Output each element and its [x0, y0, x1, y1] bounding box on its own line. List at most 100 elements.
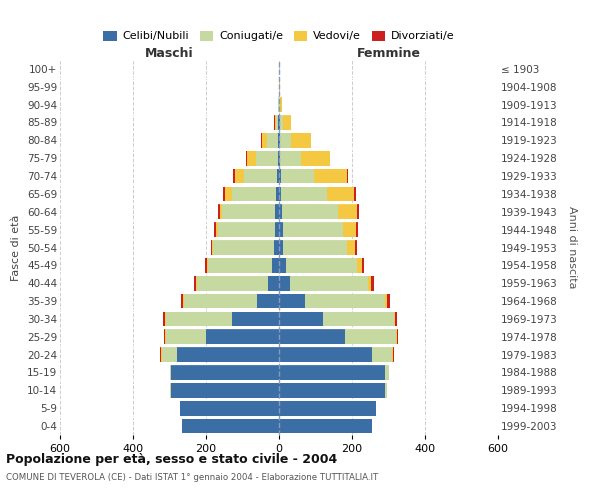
Text: Maschi: Maschi: [145, 47, 194, 60]
Bar: [314, 168, 347, 184]
Bar: [279, 222, 283, 237]
Bar: [268, 276, 279, 290]
Bar: [281, 186, 327, 201]
Bar: [163, 312, 165, 326]
Bar: [216, 222, 218, 237]
Bar: [280, 133, 291, 148]
Y-axis label: Fasce di età: Fasce di età: [11, 214, 22, 280]
Bar: [160, 348, 161, 362]
Bar: [371, 276, 374, 290]
Bar: [338, 204, 357, 219]
Bar: [181, 401, 279, 415]
Bar: [281, 168, 314, 184]
Bar: [283, 115, 290, 130]
Bar: [165, 312, 166, 326]
Bar: [347, 168, 348, 184]
Bar: [182, 419, 279, 434]
Bar: [177, 348, 279, 362]
Bar: [246, 151, 247, 166]
Bar: [257, 294, 279, 308]
Bar: [279, 258, 286, 272]
Bar: [279, 348, 372, 362]
Bar: [184, 294, 257, 308]
Bar: [206, 330, 279, 344]
Bar: [279, 383, 385, 398]
Bar: [283, 222, 343, 237]
Bar: [170, 383, 172, 398]
Bar: [165, 330, 166, 344]
Bar: [354, 186, 356, 201]
Bar: [233, 168, 235, 184]
Bar: [232, 186, 276, 201]
Bar: [386, 294, 389, 308]
Bar: [357, 204, 359, 219]
Bar: [162, 348, 177, 362]
Bar: [279, 312, 323, 326]
Bar: [172, 365, 279, 380]
Bar: [343, 222, 356, 237]
Bar: [218, 222, 275, 237]
Bar: [208, 258, 272, 272]
Bar: [275, 222, 279, 237]
Bar: [164, 330, 165, 344]
Bar: [194, 276, 196, 290]
Bar: [301, 151, 330, 166]
Bar: [256, 151, 278, 166]
Bar: [323, 312, 394, 326]
Bar: [355, 240, 357, 255]
Bar: [262, 133, 268, 148]
Bar: [393, 348, 394, 362]
Bar: [385, 294, 386, 308]
Bar: [275, 115, 276, 130]
Bar: [212, 240, 214, 255]
Bar: [235, 168, 244, 184]
Bar: [385, 383, 386, 398]
Bar: [197, 276, 268, 290]
Bar: [214, 222, 216, 237]
Bar: [291, 133, 311, 148]
Bar: [356, 222, 358, 237]
Legend: Celibi/Nubili, Coniugati/e, Vedovi/e, Divorziati/e: Celibi/Nubili, Coniugati/e, Vedovi/e, Di…: [99, 26, 459, 46]
Bar: [283, 240, 347, 255]
Bar: [347, 240, 355, 255]
Bar: [220, 204, 223, 219]
Text: Femmine: Femmine: [356, 47, 421, 60]
Bar: [166, 312, 232, 326]
Bar: [279, 419, 372, 434]
Bar: [290, 276, 368, 290]
Bar: [276, 186, 279, 201]
Bar: [278, 98, 279, 112]
Bar: [385, 365, 389, 380]
Bar: [327, 186, 354, 201]
Bar: [268, 133, 278, 148]
Bar: [279, 294, 305, 308]
Bar: [279, 151, 280, 166]
Bar: [223, 186, 225, 201]
Bar: [396, 330, 397, 344]
Bar: [277, 168, 279, 184]
Bar: [247, 151, 256, 166]
Bar: [213, 240, 274, 255]
Bar: [172, 383, 279, 398]
Bar: [181, 294, 182, 308]
Bar: [372, 348, 392, 362]
Bar: [279, 186, 281, 201]
Bar: [278, 151, 279, 166]
Bar: [207, 258, 208, 272]
Bar: [280, 151, 301, 166]
Bar: [223, 204, 275, 219]
Bar: [392, 348, 393, 362]
Bar: [276, 115, 278, 130]
Bar: [274, 240, 279, 255]
Bar: [279, 98, 280, 112]
Y-axis label: Anni di nascita: Anni di nascita: [567, 206, 577, 289]
Text: Popolazione per età, sesso e stato civile - 2004: Popolazione per età, sesso e stato civil…: [6, 452, 337, 466]
Bar: [232, 312, 279, 326]
Bar: [279, 330, 344, 344]
Text: COMUNE DI TEVEROLA (CE) - Dati ISTAT 1° gennaio 2004 - Elaborazione TUTTITALIA.I: COMUNE DI TEVEROLA (CE) - Dati ISTAT 1° …: [6, 472, 378, 482]
Bar: [362, 258, 364, 272]
Bar: [225, 186, 232, 201]
Bar: [278, 115, 279, 130]
Bar: [244, 168, 277, 184]
Bar: [344, 330, 396, 344]
